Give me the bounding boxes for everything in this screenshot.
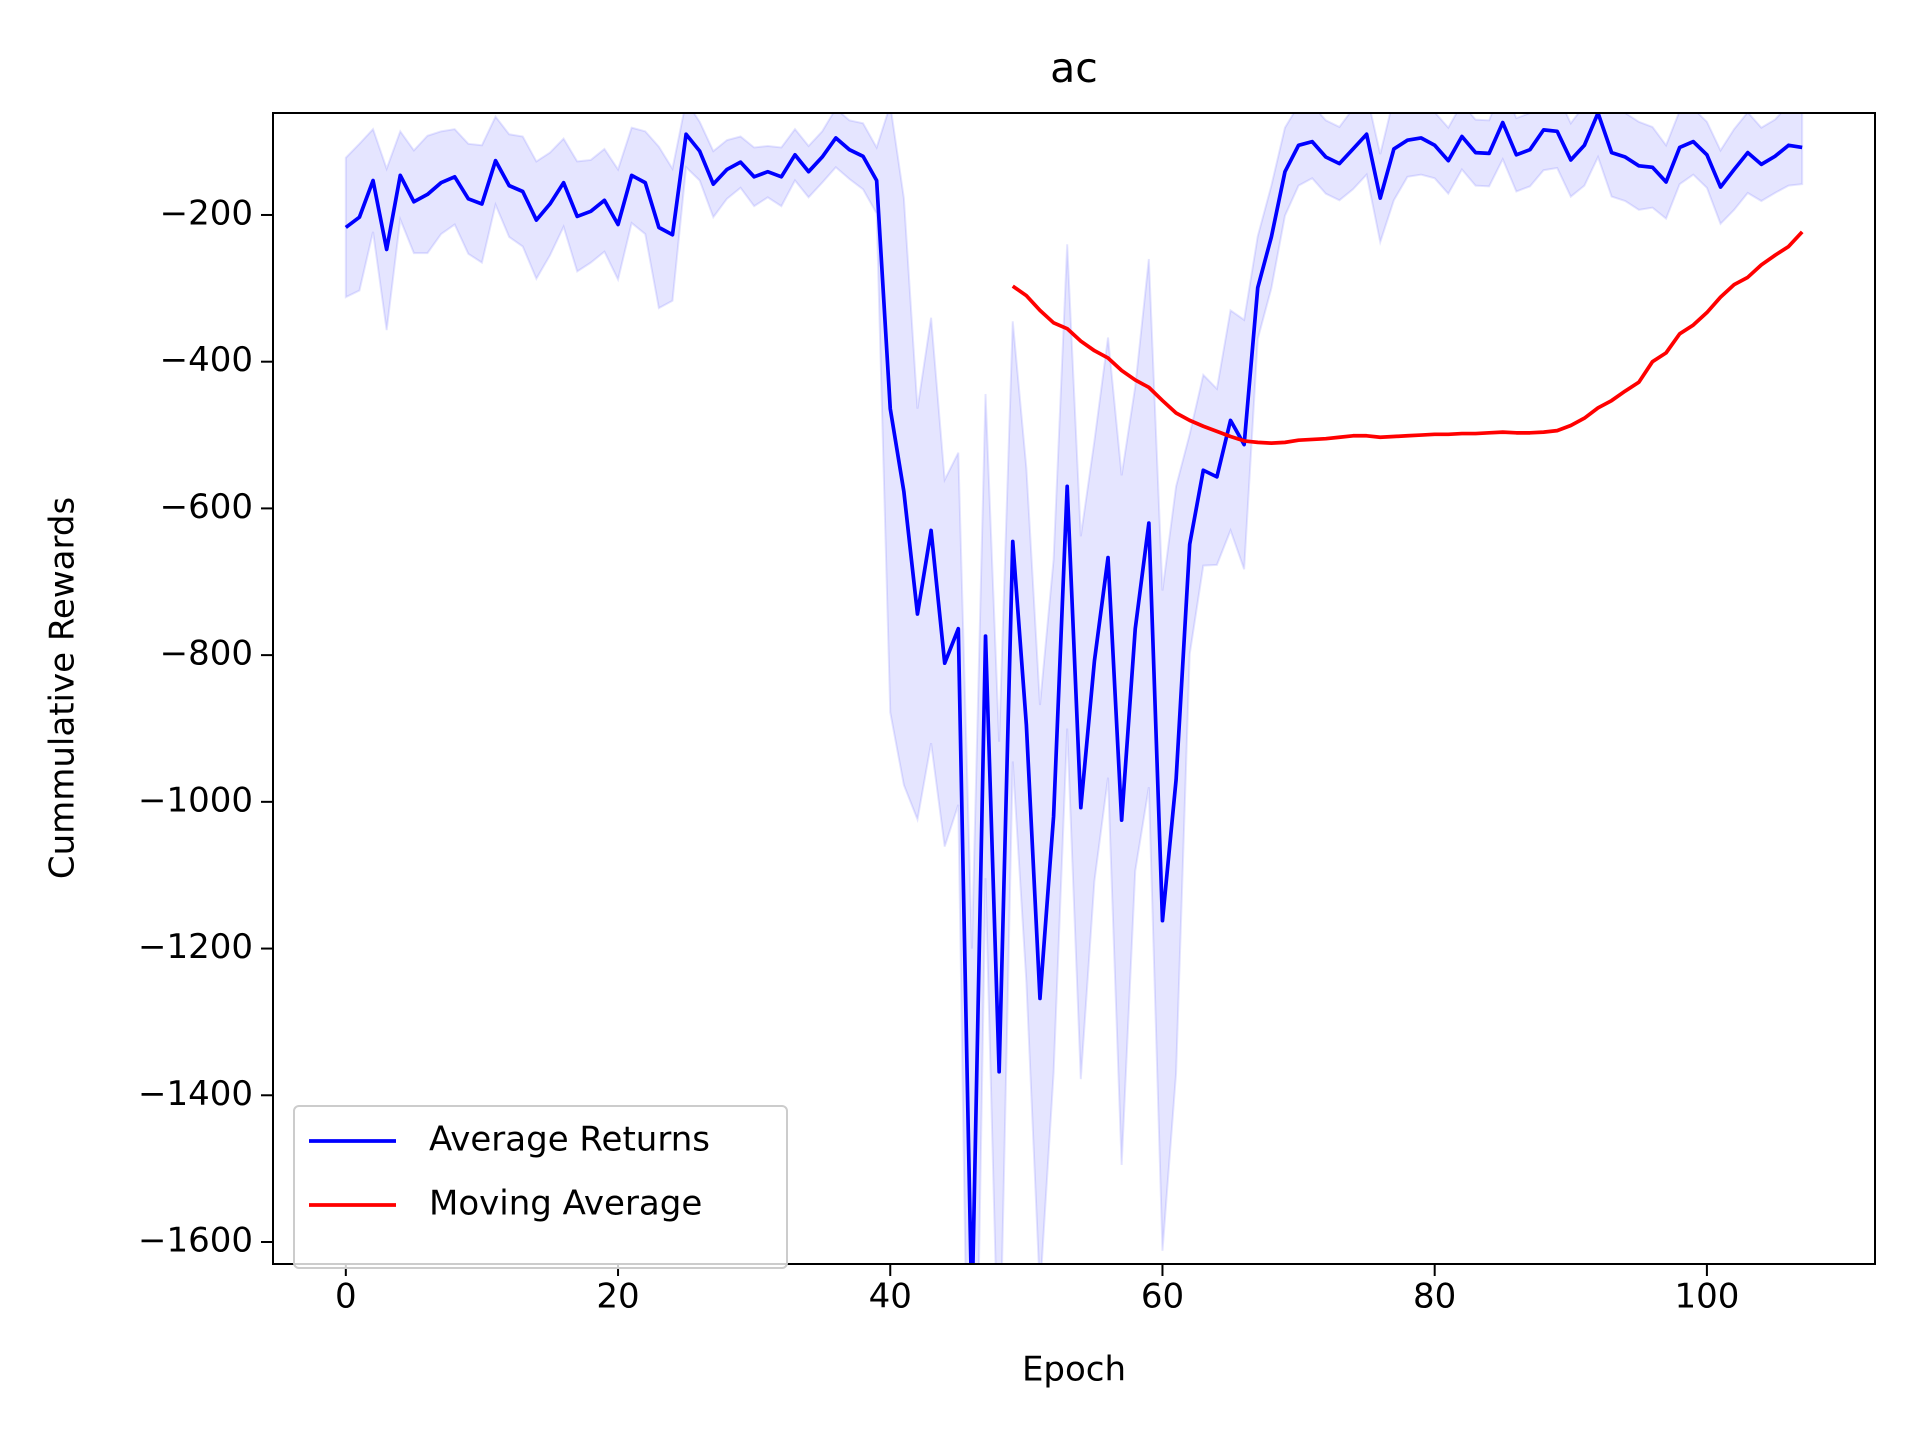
legend-label: Average Returns <box>429 1120 710 1160</box>
y-tick-label: −800 <box>160 634 253 674</box>
x-tick-label: 0 <box>335 1277 357 1317</box>
y-tick-label: −400 <box>160 340 253 380</box>
x-tick-label: 80 <box>1413 1277 1456 1317</box>
plot-area <box>344 113 1804 1264</box>
x-tick-label: 100 <box>1674 1277 1739 1317</box>
y-tick-label: −600 <box>160 487 253 527</box>
data-line <box>1011 230 1804 445</box>
x-axis-label: Epoch <box>1022 1350 1126 1390</box>
x-tick-label: 40 <box>869 1277 912 1317</box>
legend: Average Returns Moving Average <box>293 1105 788 1269</box>
y-tick-label: −200 <box>160 193 253 233</box>
y-axis-label: Cummulative Rewards <box>43 497 83 879</box>
x-tick-label: 60 <box>1141 1277 1184 1317</box>
y-tick-label: −1000 <box>138 780 253 820</box>
plot-frame <box>272 112 1876 1265</box>
x-tick-label: 20 <box>596 1277 639 1317</box>
chart-title: ac <box>1050 44 1098 92</box>
legend-box <box>293 1105 788 1269</box>
y-tick-label: −1600 <box>138 1220 253 1260</box>
data-line <box>344 113 1803 1264</box>
y-tick-label: −1200 <box>138 927 253 967</box>
y-tick-label: −1400 <box>138 1074 253 1114</box>
legend-label: Moving Average <box>429 1184 702 1224</box>
